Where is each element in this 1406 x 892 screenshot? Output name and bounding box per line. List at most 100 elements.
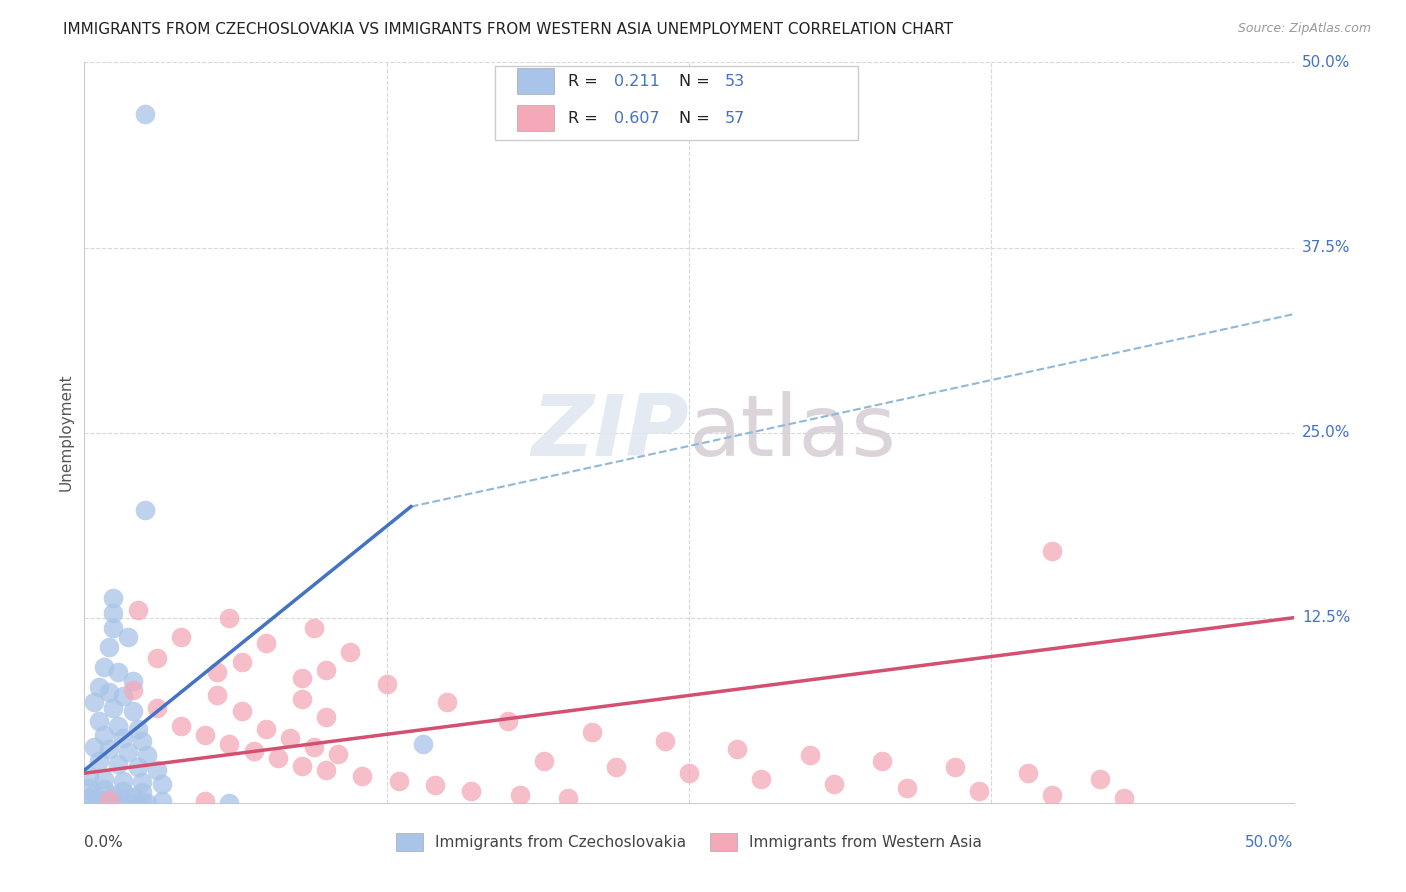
Point — [93, 659, 115, 673]
Point — [315, 763, 337, 777]
Point — [77, 769, 100, 783]
Point — [170, 630, 193, 644]
Legend: Immigrants from Czechoslovakia, Immigrants from Western Asia: Immigrants from Czechoslovakia, Immigran… — [395, 833, 983, 851]
Text: IMMIGRANTS FROM CZECHOSLOVAKIA VS IMMIGRANTS FROM WESTERN ASIA UNEMPLOYMENT CORR: IMMIGRANTS FROM CZECHOSLOVAKIA VS IMMIGR… — [63, 22, 953, 37]
Point — [112, 793, 135, 807]
Text: 12.5%: 12.5% — [1302, 610, 1350, 625]
Text: R =: R = — [568, 112, 603, 126]
Point — [121, 704, 143, 718]
Point — [136, 796, 159, 810]
Point — [97, 796, 120, 810]
Point — [112, 784, 135, 798]
Point — [127, 722, 149, 736]
Point — [87, 714, 110, 729]
FancyBboxPatch shape — [495, 66, 858, 140]
Text: 50.0%: 50.0% — [1246, 835, 1294, 850]
Point — [339, 645, 361, 659]
Point — [328, 747, 350, 761]
Point — [146, 701, 169, 715]
Point — [121, 674, 143, 689]
Point — [127, 603, 149, 617]
Point — [231, 655, 253, 669]
Y-axis label: Unemployment: Unemployment — [59, 374, 75, 491]
Point — [436, 695, 458, 709]
Point — [117, 746, 139, 760]
Point — [509, 789, 531, 803]
Point — [254, 722, 277, 736]
Text: 0.211: 0.211 — [614, 74, 659, 89]
Text: R =: R = — [568, 74, 603, 89]
Point — [278, 731, 301, 745]
Point — [218, 737, 240, 751]
Point — [496, 714, 519, 729]
Point — [131, 775, 153, 789]
Point — [194, 728, 217, 742]
FancyBboxPatch shape — [517, 68, 554, 95]
Text: 57: 57 — [725, 112, 745, 126]
Point — [112, 689, 135, 703]
Point — [77, 791, 100, 805]
Point — [93, 728, 115, 742]
Point — [1114, 791, 1136, 805]
Text: 37.5%: 37.5% — [1302, 240, 1350, 255]
Point — [654, 733, 676, 747]
Point — [751, 772, 773, 786]
Point — [315, 663, 337, 677]
Point — [121, 789, 143, 804]
Point — [242, 744, 264, 758]
Point — [581, 724, 603, 739]
Point — [388, 773, 411, 788]
FancyBboxPatch shape — [517, 104, 554, 131]
Point — [83, 695, 105, 709]
Point — [87, 681, 110, 695]
Point — [93, 793, 115, 807]
Point — [605, 760, 627, 774]
Point — [117, 630, 139, 644]
Text: N =: N = — [679, 74, 716, 89]
Point — [103, 789, 125, 803]
Point — [872, 755, 894, 769]
Point — [77, 796, 100, 810]
Text: atlas: atlas — [689, 391, 897, 475]
Point — [460, 784, 482, 798]
Text: 0.0%: 0.0% — [84, 835, 124, 850]
Point — [170, 719, 193, 733]
Text: 0.607: 0.607 — [614, 112, 659, 126]
Point — [533, 755, 555, 769]
Point — [302, 621, 325, 635]
Point — [112, 773, 135, 788]
Point — [103, 701, 125, 715]
Text: 50.0%: 50.0% — [1302, 55, 1350, 70]
Point — [134, 107, 156, 121]
Point — [967, 784, 990, 798]
Point — [83, 739, 105, 754]
Point — [112, 731, 135, 745]
Point — [412, 737, 434, 751]
Point — [97, 685, 120, 699]
Point — [150, 794, 173, 808]
Point — [131, 733, 153, 747]
Point — [97, 640, 120, 655]
Point — [117, 796, 139, 810]
Point — [107, 757, 129, 772]
Point — [1017, 766, 1039, 780]
Text: 25.0%: 25.0% — [1302, 425, 1350, 440]
Point — [150, 776, 173, 790]
Point — [678, 766, 700, 780]
Point — [1040, 544, 1063, 558]
Point — [77, 780, 100, 795]
Point — [131, 794, 153, 808]
Point — [207, 665, 229, 680]
Point — [823, 776, 845, 790]
Point — [194, 794, 217, 808]
Point — [315, 710, 337, 724]
Point — [291, 692, 314, 706]
Point — [557, 791, 579, 805]
Point — [87, 755, 110, 769]
Point — [93, 782, 115, 797]
Point — [136, 748, 159, 763]
Point — [254, 636, 277, 650]
Point — [131, 785, 153, 799]
Point — [134, 502, 156, 516]
Point — [146, 650, 169, 665]
